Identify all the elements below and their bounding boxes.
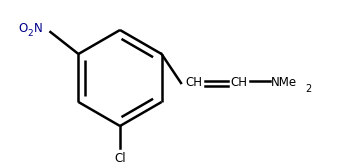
Text: 2: 2 xyxy=(27,29,33,37)
Text: 2: 2 xyxy=(305,84,311,94)
Text: NMe: NMe xyxy=(271,76,297,89)
Text: CH: CH xyxy=(185,76,202,89)
Text: N: N xyxy=(34,22,43,35)
Text: O: O xyxy=(18,22,27,35)
Text: Cl: Cl xyxy=(114,151,126,163)
Text: CH: CH xyxy=(230,76,247,89)
